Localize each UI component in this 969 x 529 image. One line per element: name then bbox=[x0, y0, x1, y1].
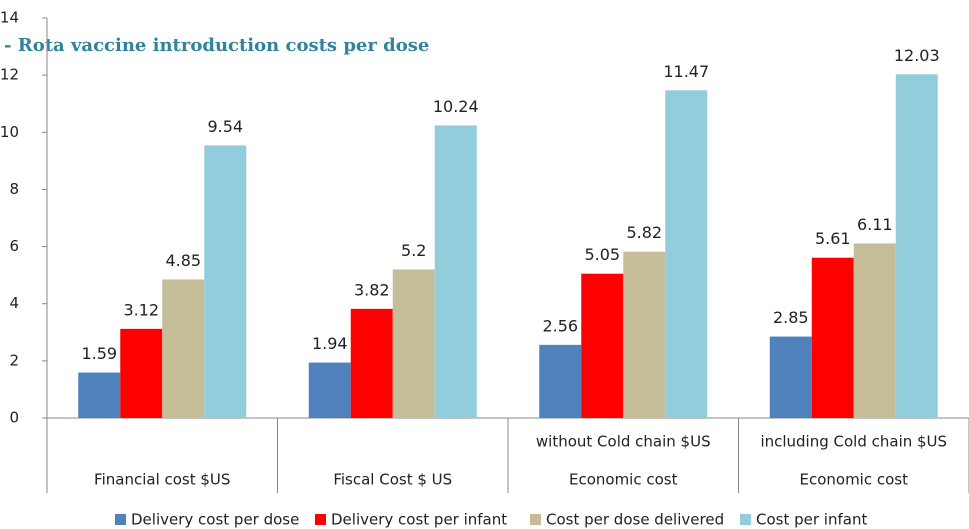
y-tick-label: 12 bbox=[0, 66, 19, 84]
y-tick-label: 10 bbox=[0, 123, 19, 141]
bar bbox=[350, 308, 393, 418]
value-label: 5.61 bbox=[815, 229, 851, 248]
bar bbox=[78, 372, 121, 418]
legend: Delivery cost per dose Delivery cost per … bbox=[115, 511, 867, 529]
y-tick-label: 6 bbox=[9, 237, 19, 255]
value-label: 11.47 bbox=[663, 62, 709, 81]
value-label: 2.85 bbox=[773, 308, 809, 327]
bar bbox=[895, 74, 938, 419]
x-tick-label: Economic cost bbox=[569, 471, 678, 489]
y-tick-label: 0 bbox=[9, 409, 19, 427]
legend-label: Delivery cost per dose bbox=[131, 511, 299, 529]
value-label: 12.03 bbox=[894, 46, 940, 65]
bar bbox=[665, 90, 708, 419]
legend-swatch bbox=[315, 514, 326, 525]
value-label: 3.12 bbox=[123, 300, 159, 319]
bar bbox=[539, 344, 582, 418]
bar bbox=[204, 145, 247, 418]
bar bbox=[392, 269, 435, 418]
value-label: 5.2 bbox=[401, 241, 426, 260]
y-tick-label: 2 bbox=[9, 351, 19, 369]
y-tick-label: 4 bbox=[9, 294, 19, 312]
y-tick-label: 8 bbox=[9, 180, 19, 198]
value-label: 5.82 bbox=[626, 223, 662, 242]
bar bbox=[769, 336, 812, 418]
legend-label: Cost per dose delivered bbox=[546, 511, 724, 529]
legend-swatch bbox=[115, 514, 126, 525]
y-tick-label: 14 bbox=[0, 9, 19, 27]
bar bbox=[308, 362, 351, 418]
value-label: 10.24 bbox=[433, 97, 479, 116]
legend-swatch bbox=[530, 514, 541, 525]
bar bbox=[162, 279, 205, 418]
value-label: 6.11 bbox=[857, 215, 893, 234]
value-label: 5.05 bbox=[584, 245, 620, 264]
bar bbox=[811, 257, 854, 418]
bar bbox=[434, 125, 477, 418]
bar bbox=[581, 273, 624, 418]
chart-title: - Rota vaccine introduction costs per do… bbox=[4, 35, 429, 56]
x-subcategory-label: without Cold chain $US bbox=[536, 433, 711, 451]
legend-swatch bbox=[740, 514, 751, 525]
x-tick-label: Financial cost $US bbox=[94, 471, 230, 489]
value-label: 2.56 bbox=[542, 316, 578, 335]
legend-label: Cost per infant bbox=[756, 511, 867, 529]
bar bbox=[853, 243, 896, 418]
value-label: 1.94 bbox=[312, 334, 348, 353]
bar bbox=[120, 328, 163, 418]
legend-label: Delivery cost per infant bbox=[331, 511, 507, 529]
value-label: 1.59 bbox=[81, 344, 117, 363]
value-label: 9.54 bbox=[207, 117, 243, 136]
x-subcategory-label: including Cold chain $US bbox=[760, 433, 947, 451]
x-tick-label: Economic cost bbox=[799, 471, 908, 489]
value-label: 4.85 bbox=[165, 251, 201, 270]
value-label: 3.82 bbox=[354, 280, 390, 299]
bar bbox=[623, 251, 666, 418]
x-tick-label: Fiscal Cost $ US bbox=[333, 471, 452, 489]
